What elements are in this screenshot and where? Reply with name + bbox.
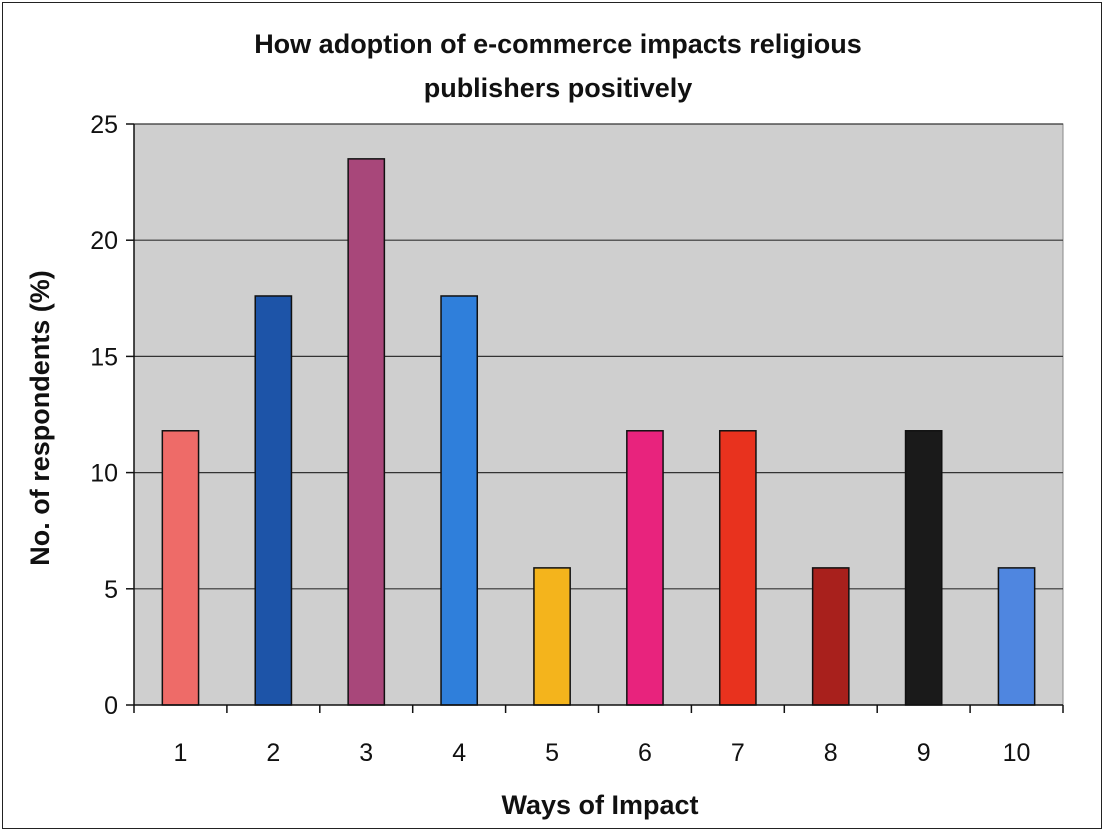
y-tick-labels: 0 5 10 15 20 25 <box>90 111 118 720</box>
bar-chart: How adoption of e-commerce impacts relig… <box>25 29 1064 820</box>
x-tick-label: 10 <box>1003 739 1031 767</box>
bar-8 <box>811 567 850 706</box>
y-tick-label: 0 <box>104 692 118 720</box>
x-tick-label: 7 <box>731 739 745 767</box>
x-tick-label: 9 <box>917 739 931 767</box>
x-tick-label: 1 <box>173 739 187 767</box>
x-tick-label: 3 <box>359 739 373 767</box>
y-tick-label: 10 <box>90 460 118 488</box>
x-tick-label: 8 <box>824 739 838 767</box>
y-tick-label: 5 <box>104 576 118 604</box>
bar-1 <box>161 430 200 706</box>
y-axis-title: No. of respondents (%) <box>25 270 55 566</box>
bar-4 <box>440 295 479 706</box>
x-tick-label: 5 <box>545 739 559 767</box>
bar-2 <box>254 295 293 706</box>
bar-10 <box>997 567 1036 706</box>
bar-9 <box>904 430 943 706</box>
bar-3 <box>347 158 386 706</box>
x-axis-title: Ways of Impact <box>501 790 698 820</box>
bars <box>161 158 1036 706</box>
axes <box>126 123 1064 713</box>
bar-7 <box>718 430 757 706</box>
y-tick-label: 25 <box>90 111 118 139</box>
chart-title-line-1: How adoption of e-commerce impacts relig… <box>254 29 862 59</box>
y-tick-label: 15 <box>90 343 118 371</box>
bar-6 <box>626 430 664 706</box>
x-tick-label: 4 <box>452 739 466 767</box>
x-tick-labels: 1 2 3 4 5 6 7 8 9 10 <box>173 739 1030 767</box>
y-tick-label: 20 <box>90 227 118 255</box>
x-tick-label: 2 <box>266 739 280 767</box>
bar-5 <box>533 567 571 706</box>
x-tick-label: 6 <box>638 739 652 767</box>
chart-title-line-2: publishers positively <box>424 73 693 103</box>
